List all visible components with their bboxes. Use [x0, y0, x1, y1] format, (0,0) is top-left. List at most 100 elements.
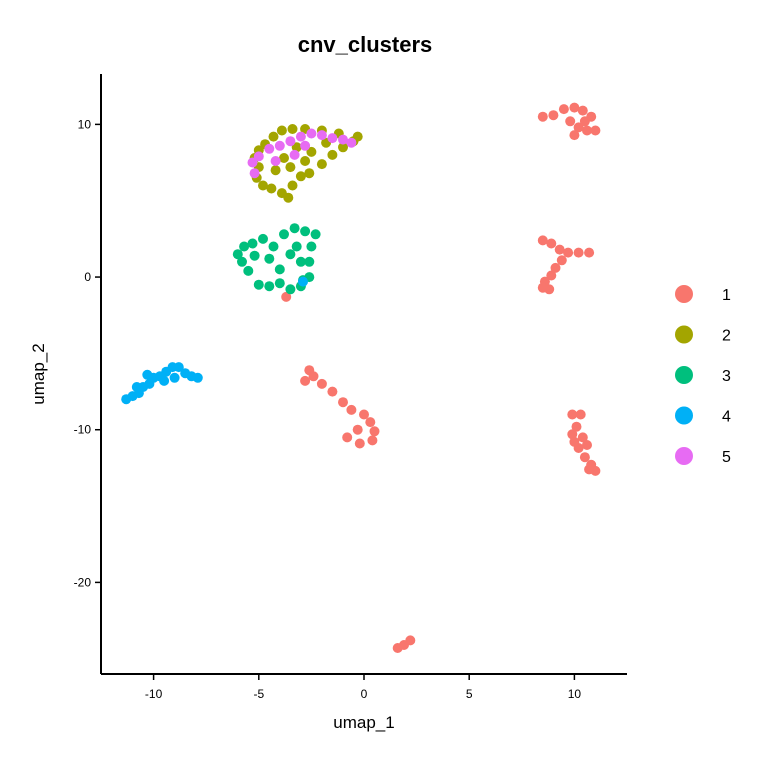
- point-cluster-1: [590, 125, 601, 136]
- y-axis-label: umap_2: [29, 343, 48, 404]
- point-cluster-2: [295, 171, 306, 182]
- axes-layer: [100, 74, 627, 675]
- point-cluster-4: [142, 369, 153, 380]
- point-cluster-3: [291, 241, 302, 252]
- legend-key-2: [675, 325, 693, 344]
- point-cluster-1: [584, 464, 595, 475]
- point-cluster-1: [346, 404, 357, 415]
- x-tick-label: 10: [568, 687, 582, 701]
- point-cluster-3: [285, 284, 296, 295]
- point-cluster-1: [354, 438, 365, 449]
- legend-key-4: [675, 406, 693, 425]
- point-cluster-1: [359, 409, 369, 420]
- legend-key-3: [675, 366, 693, 384]
- point-cluster-1: [365, 417, 376, 428]
- point-cluster-2: [279, 153, 289, 163]
- x-axis-label: umap_1: [333, 713, 394, 732]
- point-cluster-5: [249, 168, 260, 179]
- point-cluster-1: [567, 409, 578, 420]
- point-cluster-3: [289, 223, 300, 234]
- point-cluster-1: [546, 270, 557, 281]
- legend-label-4: 4: [722, 409, 731, 426]
- point-cluster-5: [285, 136, 296, 147]
- points-layer: [121, 102, 601, 653]
- point-cluster-4: [192, 372, 203, 383]
- point-cluster-3: [304, 256, 315, 267]
- point-cluster-1: [537, 111, 548, 122]
- point-cluster-2: [291, 142, 302, 153]
- point-cluster-1: [569, 102, 580, 113]
- point-cluster-3: [268, 241, 279, 252]
- point-cluster-3: [300, 226, 311, 237]
- point-cluster-3: [264, 281, 275, 292]
- point-cluster-5: [274, 140, 285, 151]
- point-cluster-5: [295, 131, 306, 142]
- legend-key-5: [675, 447, 693, 465]
- point-cluster-5: [338, 134, 348, 145]
- point-cluster-2: [306, 146, 317, 157]
- x-tick-label: -10: [145, 687, 163, 701]
- point-cluster-3: [274, 264, 285, 275]
- point-cluster-1: [281, 291, 292, 302]
- point-cluster-1: [573, 247, 584, 258]
- point-cluster-2: [283, 192, 294, 203]
- point-cluster-3: [239, 241, 250, 252]
- point-cluster-5: [253, 151, 264, 162]
- point-cluster-1: [537, 235, 548, 246]
- point-cluster-4: [298, 276, 308, 287]
- y-tick-label: -20: [74, 575, 92, 589]
- legend-label-3: 3: [722, 368, 731, 385]
- point-cluster-3: [264, 253, 275, 264]
- legend: 1 2 3 4 5: [675, 285, 731, 466]
- point-cluster-2: [285, 162, 296, 173]
- legend-key-1: [675, 285, 693, 303]
- y-tick-label: 0: [84, 270, 91, 284]
- point-cluster-1: [582, 440, 592, 450]
- point-cluster-2: [258, 180, 268, 191]
- point-cluster-1: [584, 247, 595, 258]
- point-cluster-3: [310, 229, 321, 240]
- point-cluster-1: [537, 282, 548, 293]
- point-cluster-2: [266, 183, 277, 194]
- point-cluster-1: [338, 397, 348, 408]
- point-cluster-5: [264, 143, 275, 154]
- x-tick-label: -5: [253, 687, 264, 701]
- point-cluster-3: [295, 256, 306, 267]
- point-cluster-1: [569, 436, 580, 447]
- point-cluster-1: [579, 116, 590, 127]
- point-cluster-2: [352, 131, 363, 142]
- y-tick-label: 10: [78, 117, 92, 131]
- point-cluster-3: [258, 233, 268, 244]
- point-cluster-1: [316, 378, 327, 389]
- point-cluster-1: [579, 452, 590, 463]
- point-cluster-1: [577, 105, 588, 116]
- chart-title: cnv_clusters: [298, 32, 433, 57]
- point-cluster-5: [300, 140, 311, 151]
- point-cluster-4: [159, 375, 170, 386]
- point-cluster-1: [300, 375, 311, 386]
- point-cluster-3: [306, 241, 317, 252]
- point-cluster-5: [289, 149, 300, 160]
- point-cluster-2: [316, 159, 327, 170]
- point-cluster-1: [369, 426, 380, 437]
- point-cluster-1: [327, 386, 338, 397]
- point-cluster-5: [270, 156, 281, 166]
- point-cluster-1: [554, 244, 565, 255]
- point-cluster-1: [573, 122, 584, 133]
- point-cluster-1: [558, 104, 569, 115]
- y-ticks-layer: -20 -10 0 10: [74, 117, 101, 589]
- point-cluster-1: [565, 116, 576, 127]
- point-cluster-3: [274, 278, 285, 289]
- y-tick-label: -10: [74, 423, 92, 437]
- point-cluster-1: [367, 435, 378, 446]
- point-cluster-3: [247, 238, 258, 249]
- point-cluster-3: [279, 229, 289, 240]
- point-cluster-4: [169, 372, 180, 383]
- point-cluster-5: [327, 133, 338, 144]
- point-cluster-1: [575, 409, 586, 420]
- point-cluster-1: [308, 371, 319, 382]
- point-cluster-1: [352, 424, 363, 435]
- point-cluster-2: [327, 149, 338, 160]
- point-cluster-4: [173, 362, 184, 373]
